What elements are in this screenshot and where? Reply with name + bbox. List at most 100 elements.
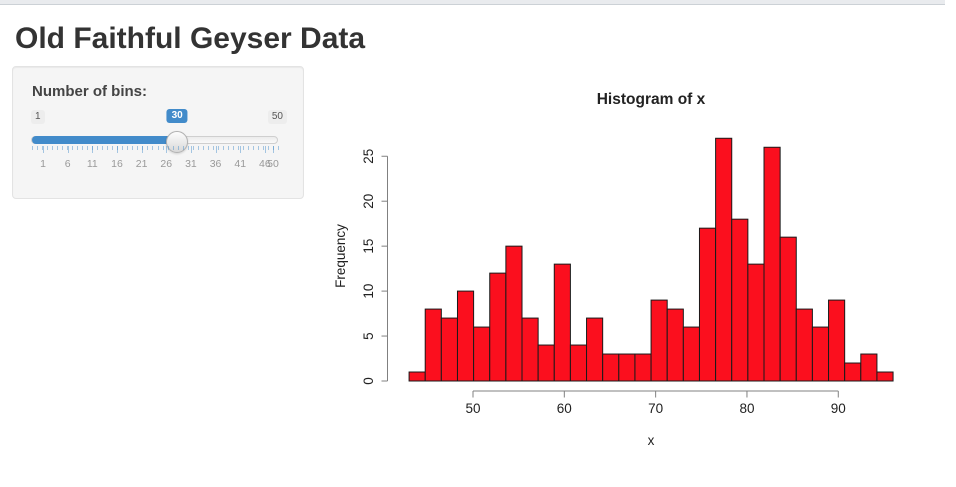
y-tick-label: 20 [361,194,376,209]
slider-minor-tick [32,146,33,150]
y-tick-label: 0 [361,377,376,385]
slider-minor-tick [277,146,279,150]
slider-tick-label: 21 [135,158,148,170]
slider-tick-label: 41 [234,158,247,170]
y-tick-label: 5 [361,332,376,340]
slider-minor-tick [112,146,114,150]
slider-minor-tick [262,146,264,150]
slider-fill-bar [32,136,179,144]
slider-minor-tick [57,146,59,150]
histogram-bar [505,245,523,382]
slider-tick-label: 16 [111,158,123,170]
histogram-bar [876,371,894,382]
x-tick-label: 90 [831,401,846,416]
slider-minor-tick [212,146,214,150]
slider-minor-tick [77,146,79,150]
slider-minor-tick [187,146,189,150]
slider-major-tick [240,146,242,153]
bins-label: Number of bins: [32,83,147,100]
slider-major-tick [273,146,274,153]
bins-slider[interactable]: 1 50 30 1 6 11 16 21 26 31 36 41 46 50 [13,67,303,198]
slider-minor-tick [217,146,219,150]
histogram-bar [489,272,507,382]
slider-minor-tick [257,146,259,150]
slider-tick-label: 6 [64,158,71,170]
histogram-bar [763,146,781,382]
slider-minor-tick [242,146,244,150]
slider-minor-tick [272,146,274,150]
y-tick-label: 25 [361,149,376,164]
slider-major-tick [215,146,217,153]
slider-track[interactable] [31,136,278,144]
slider-minor-tick [137,146,139,150]
slider-minor-tick [92,146,94,150]
slider-minor-tick [222,146,224,150]
histogram-plot: 50 60 70 80 90 0 5 10 15 20 25 Histogram of x x Frequ… [330,66,956,466]
x-tick-label: 70 [648,401,663,416]
histogram-bar [424,308,442,382]
histogram-bar [473,326,491,382]
slider-minor-tick [162,146,164,150]
browser-top-strip [0,0,945,5]
slider-minor-tick [237,146,239,150]
histogram-bar [650,299,668,382]
histogram-bar [731,218,749,382]
x-tick-label: 80 [739,401,754,416]
slider-minor-tick [132,146,134,150]
slider-major-tick [92,146,94,153]
slider-grid: 1 6 11 16 21 26 31 36 41 46 50 [13,146,305,180]
slider-minor-tick [87,146,89,150]
slider-handle[interactable] [166,131,189,153]
slider-minor-tick [72,146,74,150]
slider-max-badge: 50 [267,110,287,124]
slider-minor-tick [127,146,129,150]
slider-major-tick [43,146,44,153]
histogram-bar [408,371,426,382]
x-tick-label: 60 [557,401,572,416]
slider-minor-tick [62,146,64,150]
slider-tick-label: 26 [160,158,173,170]
slider-minor-tick [122,146,124,150]
y-axis-label: Frequency [333,224,348,288]
slider-minor-tick [232,146,234,150]
histogram-bar [747,263,765,382]
histogram-bar [634,353,652,382]
histogram-bar [569,344,588,382]
page-title: Old Faithful Geyser Data [15,22,366,55]
slider-minor-tick [102,146,104,150]
y-tick-label: 15 [361,239,376,254]
slider-value-badge: 30 [166,109,188,123]
histogram-bar [553,263,571,382]
histogram-bar [602,353,620,382]
histogram-bar [440,317,458,382]
histogram-bar [618,353,636,382]
plot-title: Histogram of x [597,91,706,108]
slider-minor-tick [147,146,149,150]
slider-minor-tick [227,146,229,150]
slider-minor-tick [82,146,84,150]
histogram-bar [844,362,862,382]
slider-minor-tick [42,146,44,150]
slider-minor-tick [67,146,69,150]
slider-tick-label: 36 [209,158,222,170]
slider-minor-tick [202,146,204,150]
slider-tick-label: 46 [259,158,271,170]
histogram-bar [715,137,733,382]
histogram-bar [521,317,539,382]
slider-minor-tick [152,146,154,150]
histogram-bar [586,317,604,382]
slider-minor-tick [47,146,49,150]
slider-minor-tick [142,146,144,150]
slider-major-tick [264,146,266,153]
histogram-bar [698,227,717,382]
slider-minor-tick [167,146,169,150]
x-axis-label: x [648,433,655,448]
histogram-bar [779,236,797,382]
slider-minor-tick [247,146,249,150]
histogram-bar [795,308,813,382]
bins-panel: Number of bins: 1 50 30 1 6 11 16 21 26 31 36 41… [12,66,304,199]
slider-major-tick [116,146,118,153]
slider-minor-tick [157,146,159,150]
histogram-bar [682,326,700,382]
y-tick-label: 10 [361,284,376,299]
